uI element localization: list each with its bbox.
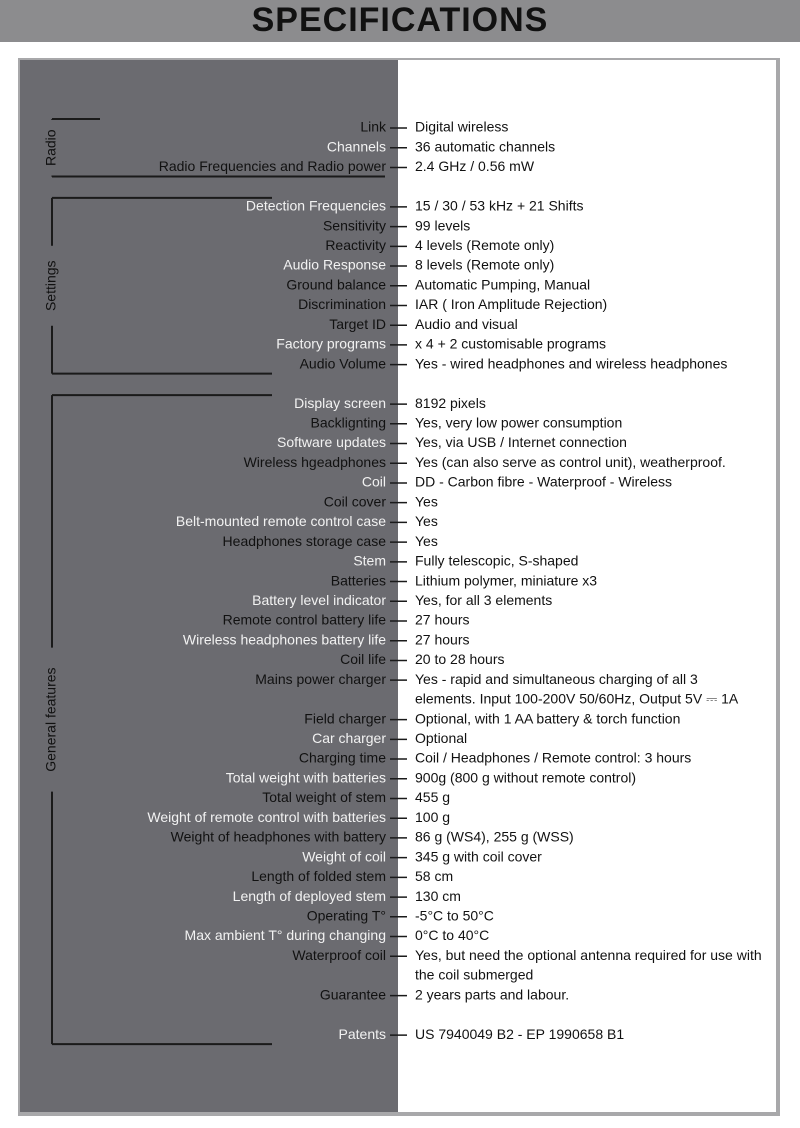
spec-label: Car charger — [312, 730, 386, 746]
spec-label: Detection Frequencies — [246, 198, 386, 214]
label-panel — [20, 60, 398, 1112]
spec-value: Optional — [415, 730, 467, 746]
spec-value: 130 cm — [415, 888, 461, 904]
group-label: Radio — [43, 129, 59, 166]
group-label: Settings — [43, 260, 59, 311]
spec-label: Remote control battery life — [223, 612, 387, 628]
spec-label: Operating T° — [307, 908, 386, 924]
spec-value: Fully telescopic, S-shaped — [415, 553, 578, 569]
spec-label: Wireless hgeadphones — [244, 454, 386, 470]
spec-label: Channels — [327, 138, 386, 154]
value-panel — [398, 60, 776, 1112]
spec-label: Software updates — [277, 434, 386, 450]
spec-label: Sensitivity — [323, 217, 386, 233]
group-label: General features — [43, 667, 59, 771]
spec-value: Yes — [415, 513, 438, 529]
spec-value: Yes, but need the optional antenna requi… — [415, 947, 762, 963]
spec-value: elements. Input 100-200V 50/60Hz, Output… — [415, 691, 739, 707]
spec-value: Yes, via USB / Internet connection — [415, 434, 627, 450]
spec-value: Optional, with 1 AA battery & torch func… — [415, 710, 680, 726]
spec-value: Digital wireless — [415, 119, 508, 135]
spec-label: Mains power charger — [255, 671, 386, 687]
spec-value: 15 / 30 / 53 kHz + 21 Shifts — [415, 198, 584, 214]
spec-label: Audio Volume — [300, 355, 387, 371]
spec-value: 0°C to 40°C — [415, 927, 489, 943]
spec-label: Batteries — [331, 572, 386, 588]
spec-label: Radio Frequencies and Radio power — [159, 158, 387, 174]
spec-value: Yes — [415, 533, 438, 549]
spec-value: 27 hours — [415, 612, 469, 628]
spec-value: Automatic Pumping, Manual — [415, 276, 590, 292]
spec-label: Coil life — [340, 651, 386, 667]
spec-label: Backlignting — [311, 415, 387, 431]
spec-label: Discrimination — [298, 296, 386, 312]
spec-value: 4 levels (Remote only) — [415, 237, 554, 253]
spec-label: Total weight of stem — [262, 789, 386, 805]
spec-label: Ground balance — [286, 276, 386, 292]
spec-label: Waterproof coil — [292, 947, 386, 963]
spec-label: Charging time — [299, 750, 386, 766]
spec-value: IAR ( Iron Amplitude Rejection) — [415, 296, 607, 312]
spec-label: Belt-mounted remote control case — [176, 513, 386, 529]
spec-value: Yes - wired headphones and wireless head… — [415, 355, 727, 371]
spec-value: Audio and visual — [415, 316, 518, 332]
spec-label: Patents — [339, 1026, 386, 1042]
spec-value: 58 cm — [415, 868, 453, 884]
spec-label: Weight of headphones with battery — [171, 829, 386, 845]
spec-value: Yes, for all 3 elements — [415, 592, 552, 608]
spec-label: Factory programs — [276, 336, 386, 352]
spec-label: Weight of remote control with batteries — [147, 809, 386, 825]
spec-label: Length of folded stem — [251, 868, 386, 884]
spec-value: Lithium polymer, miniature x3 — [415, 572, 597, 588]
spec-label: Headphones storage case — [223, 533, 387, 549]
spec-value: 86 g (WS4), 255 g (WSS) — [415, 829, 574, 845]
spec-value: 900g (800 g without remote control) — [415, 769, 636, 785]
spec-label: Battery level indicator — [252, 592, 386, 608]
spec-value: 99 levels — [415, 217, 470, 233]
spec-value: Yes, very low power consumption — [415, 415, 622, 431]
spec-label: Coil — [362, 474, 386, 490]
spec-value: 100 g — [415, 809, 450, 825]
spec-value: 8 levels (Remote only) — [415, 257, 554, 273]
spec-value: 36 automatic channels — [415, 138, 555, 154]
spec-value: Yes — [415, 493, 438, 509]
spec-value: x 4 + 2 customisable programs — [415, 336, 606, 352]
spec-label: Audio Response — [283, 257, 386, 273]
spec-label: Target ID — [329, 316, 386, 332]
spec-label: Max ambient T° during changing — [185, 927, 386, 943]
spec-label: Field charger — [304, 710, 386, 726]
spec-label: Wireless headphones battery life — [183, 631, 386, 647]
title-bar — [0, 0, 800, 42]
spec-value: Yes - rapid and simultaneous charging of… — [415, 671, 698, 687]
spec-value: 8192 pixels — [415, 395, 486, 411]
spec-value: 2 years parts and labour. — [415, 986, 569, 1002]
spec-label: Reactivity — [325, 237, 386, 253]
spec-value: US 7940049 B2 - EP 1990658 B1 — [415, 1026, 624, 1042]
spec-label: Link — [360, 119, 387, 135]
spec-label: Guarantee — [320, 986, 386, 1002]
spec-value: 2.4 GHz / 0.56 mW — [415, 158, 535, 174]
spec-label: Display screen — [294, 395, 386, 411]
spec-label: Total weight with batteries — [226, 769, 386, 785]
spec-value: 455 g — [415, 789, 450, 805]
spec-value: Yes (can also serve as control unit), we… — [415, 454, 726, 470]
spec-value: DD - Carbon fibre - Waterproof - Wireles… — [415, 474, 672, 490]
spec-value: 20 to 28 hours — [415, 651, 505, 667]
spec-label: Length of deployed stem — [233, 888, 386, 904]
spec-value: Coil / Headphones / Remote control: 3 ho… — [415, 750, 691, 766]
title: SPECIFICATIONS — [252, 1, 549, 39]
spec-label: Coil cover — [324, 493, 387, 509]
spec-label: Stem — [353, 553, 386, 569]
spec-value: the coil submerged — [415, 967, 533, 983]
spec-value: -5°C to 50°C — [415, 908, 494, 924]
spec-label: Weight of coil — [302, 848, 386, 864]
spec-value: 27 hours — [415, 631, 469, 647]
spec-value: 345 g with coil cover — [415, 848, 542, 864]
